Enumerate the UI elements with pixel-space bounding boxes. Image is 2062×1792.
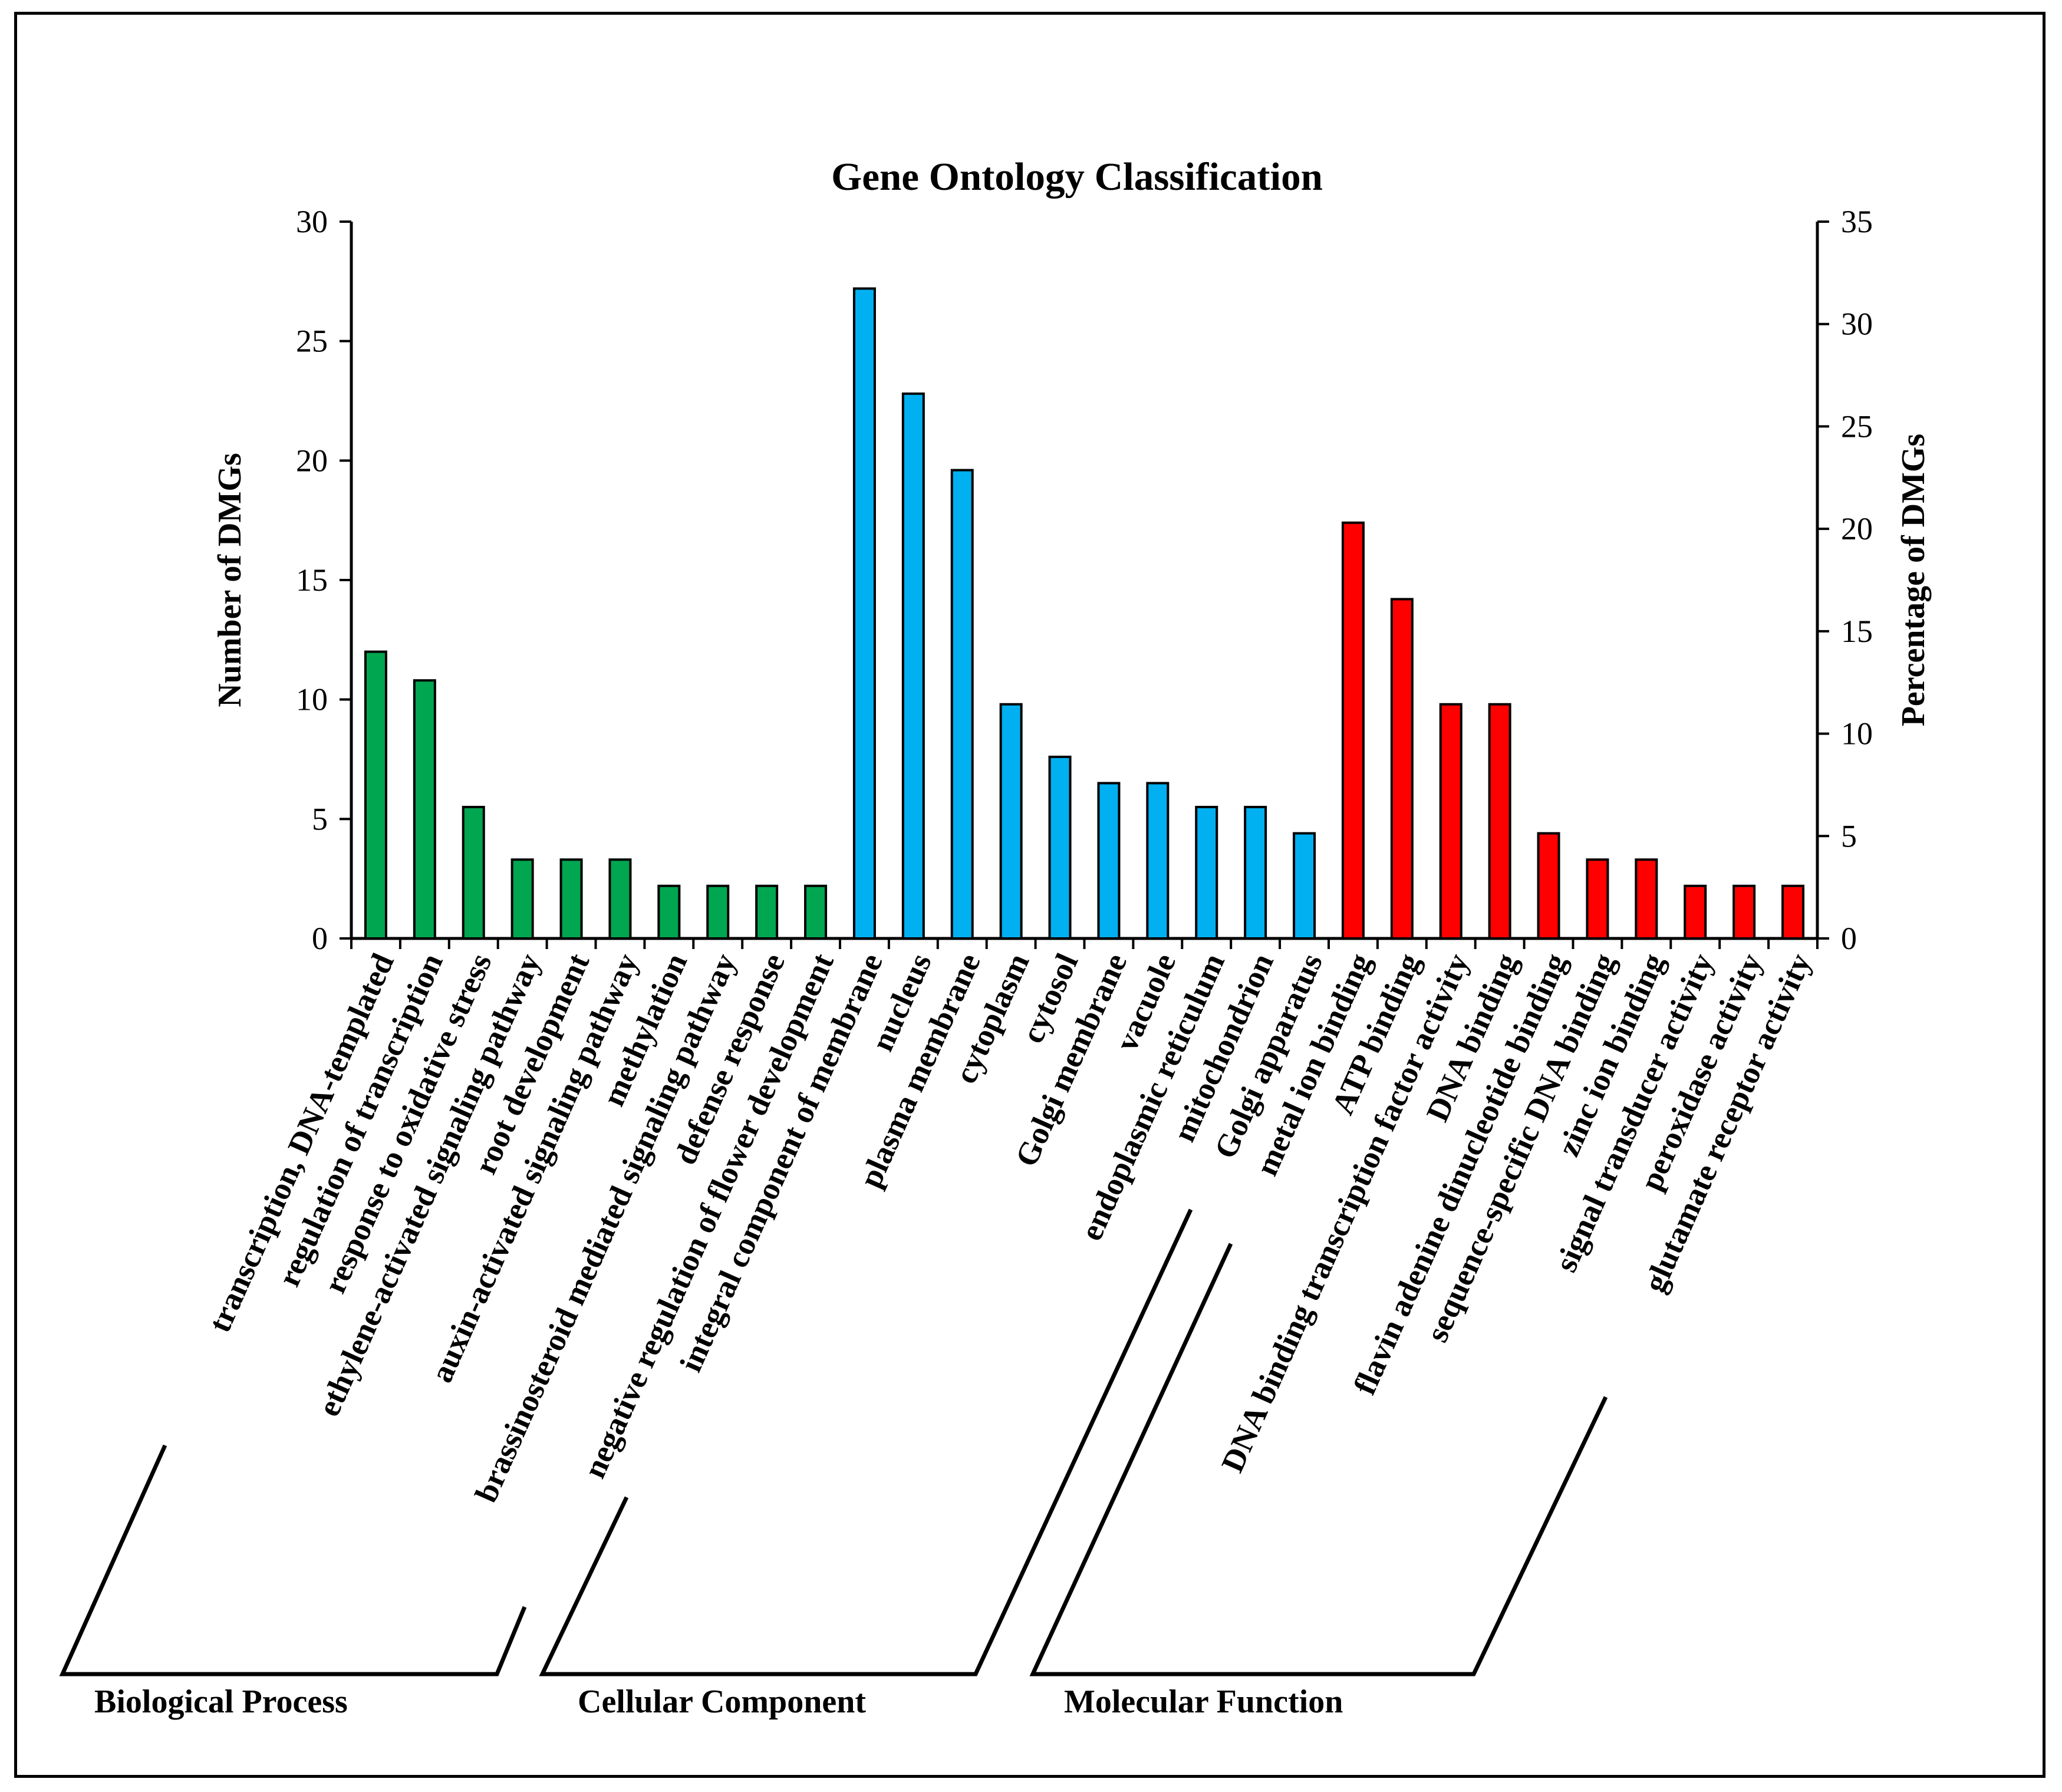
bar bbox=[999, 703, 1023, 940]
bar bbox=[1684, 884, 1707, 940]
bar bbox=[901, 392, 925, 940]
group-bracket bbox=[1029, 1243, 1608, 1676]
right-tick-label: 35 bbox=[1841, 204, 1873, 239]
right-tick-label: 30 bbox=[1841, 307, 1873, 342]
left-tick-label: 15 bbox=[296, 562, 328, 598]
bar bbox=[1048, 755, 1072, 940]
bar bbox=[1732, 884, 1756, 940]
group-label: Molecular Function bbox=[1064, 1684, 1343, 1720]
right-tick-label: 25 bbox=[1841, 409, 1873, 444]
bar bbox=[1781, 884, 1805, 940]
group-bracket bbox=[59, 1444, 527, 1676]
group-label: Biological Process bbox=[94, 1684, 348, 1720]
right-tick-label: 5 bbox=[1841, 818, 1857, 854]
left-tick-label: 10 bbox=[296, 682, 328, 717]
bar bbox=[1488, 703, 1511, 940]
bar bbox=[364, 650, 387, 940]
bar bbox=[852, 287, 876, 940]
bar bbox=[510, 858, 534, 940]
bar bbox=[706, 884, 730, 940]
axes: 0 5 10 15 20 25 30 0 5 10 15 20 25 30 35 Number of DMGs… bbox=[212, 204, 1932, 956]
group-bracket bbox=[539, 1208, 1193, 1676]
bar bbox=[559, 858, 583, 940]
bar bbox=[1341, 521, 1365, 940]
bar bbox=[1244, 806, 1267, 940]
bar bbox=[1195, 806, 1218, 940]
right-tick-label: 10 bbox=[1841, 716, 1873, 752]
y2-axis-title: Percentage of DMGs bbox=[1895, 434, 1932, 727]
bar bbox=[1586, 858, 1609, 940]
bar bbox=[1537, 832, 1560, 940]
bar bbox=[1439, 703, 1462, 940]
left-tick-label: 30 bbox=[296, 204, 328, 239]
bar bbox=[657, 884, 681, 940]
bar bbox=[462, 806, 485, 940]
bar bbox=[1293, 832, 1316, 940]
bar bbox=[804, 884, 828, 940]
bars bbox=[364, 287, 1805, 940]
group-label: Cellular Component bbox=[578, 1684, 866, 1720]
chart-title: Gene Ontology Classification bbox=[831, 155, 1323, 199]
group-brackets: Biological Process Cellular Component Mole… bbox=[59, 1208, 1608, 1720]
left-tick-label: 20 bbox=[296, 443, 328, 478]
bar bbox=[950, 469, 974, 940]
bar bbox=[608, 858, 632, 940]
left-tick-label: 0 bbox=[312, 921, 328, 956]
bar bbox=[755, 884, 779, 940]
left-tick-label: 5 bbox=[312, 801, 328, 836]
right-tick-label: 0 bbox=[1841, 921, 1857, 956]
right-tick-label: 15 bbox=[1841, 614, 1873, 649]
left-tick-label: 25 bbox=[296, 324, 328, 359]
bar bbox=[1390, 598, 1414, 940]
bar bbox=[1146, 782, 1170, 940]
y-axis-title: Number of DMGs bbox=[212, 453, 248, 707]
bar bbox=[1097, 782, 1121, 940]
bar bbox=[1635, 858, 1658, 940]
bar bbox=[413, 679, 436, 940]
right-tick-label: 20 bbox=[1841, 511, 1873, 546]
figure-border bbox=[14, 12, 2045, 1778]
